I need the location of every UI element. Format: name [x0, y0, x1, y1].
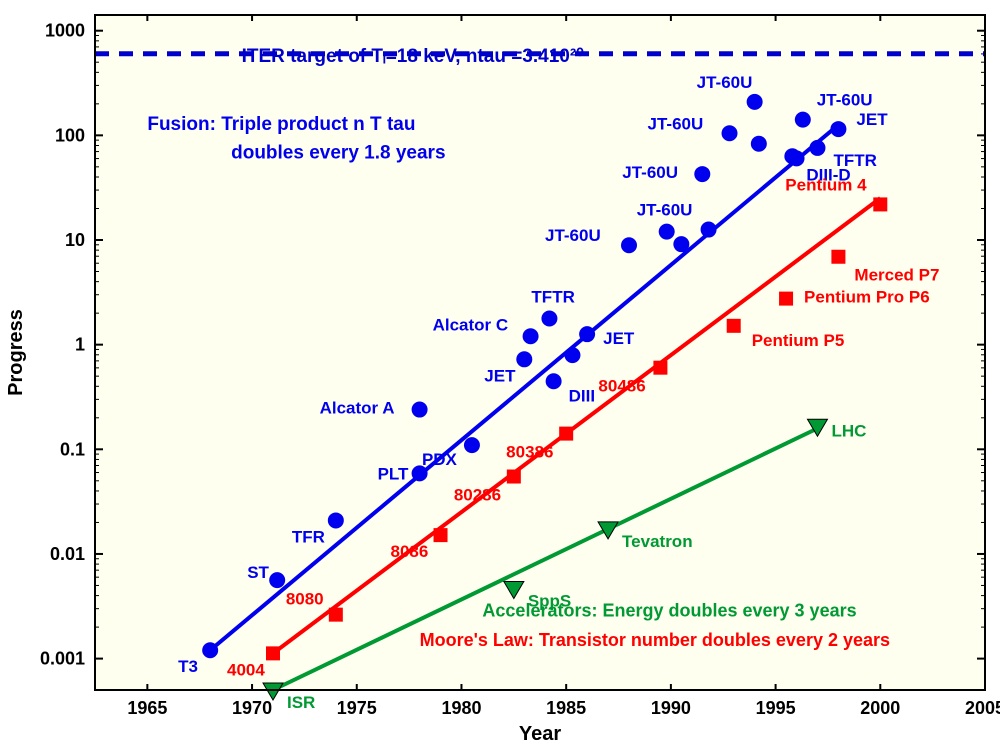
- fusion-point: [564, 347, 580, 363]
- fusion-point-label: JT-60U: [648, 114, 704, 133]
- moore-point-label: Pentium Pro P6: [804, 288, 930, 307]
- fusion-point-label: Alcator C: [433, 315, 509, 334]
- fusion-point-label: JT-60U: [637, 201, 693, 220]
- fusion-point-label: PLT: [378, 464, 409, 483]
- fusion-point-label: ST: [247, 563, 269, 582]
- y-tick-label: 100: [55, 125, 85, 145]
- fusion-point: [269, 572, 285, 588]
- accel-point-label: ISR: [287, 693, 315, 712]
- moore-point-label: 80386: [506, 443, 553, 462]
- x-tick-label: 1995: [756, 698, 796, 718]
- x-tick-label: 1990: [651, 698, 691, 718]
- annotation-fusion2: doubles every 1.8 years: [231, 142, 445, 163]
- fusion-point-label: Alcator A: [320, 399, 395, 418]
- moore-point-label: 80486: [598, 377, 645, 396]
- moore-point: [329, 608, 343, 622]
- x-tick-label: 1970: [232, 698, 272, 718]
- fusion-point-label: PDX: [422, 450, 458, 469]
- fusion-point: [722, 125, 738, 141]
- fusion-point-label: JT-60U: [545, 226, 601, 245]
- fusion-point-label: TFTR: [531, 287, 574, 306]
- moore-point: [727, 319, 741, 333]
- y-tick-label: 0.001: [40, 649, 85, 669]
- x-tick-label: 1975: [337, 698, 377, 718]
- fusion-point: [412, 402, 428, 418]
- fusion-point: [830, 121, 846, 137]
- fusion-point: [747, 94, 763, 110]
- fusion-point-label: TFR: [292, 527, 325, 546]
- moore-point-label: Pentium P5: [752, 331, 845, 350]
- fusion-point: [789, 150, 805, 166]
- x-axis-label: Year: [519, 723, 561, 745]
- fusion-point: [516, 351, 532, 367]
- fusion-point: [546, 373, 562, 389]
- fusion-point: [464, 437, 480, 453]
- fusion-point: [809, 140, 825, 156]
- annotation-accel_law: Accelerators: Energy doubles every 3 yea…: [482, 601, 856, 621]
- y-tick-label: 10: [65, 230, 85, 250]
- accel-point-label: Tevatron: [622, 532, 693, 551]
- fusion-point: [579, 326, 595, 342]
- annotation-moore_law: Moore's Law: Transistor number doubles e…: [420, 630, 890, 650]
- fusion-point: [659, 224, 675, 240]
- fusion-point: [673, 236, 689, 252]
- fusion-point: [795, 112, 811, 128]
- y-tick-label: 1000: [45, 21, 85, 41]
- fusion-point-label: JT-60U: [817, 91, 873, 110]
- moore-point: [434, 528, 448, 542]
- moore-point-label: Merced P7: [854, 266, 939, 285]
- y-tick-label: 0.1: [60, 439, 85, 459]
- y-tick-label: 1: [75, 335, 85, 355]
- moore-point: [873, 197, 887, 211]
- moore-point-label: 4004: [227, 660, 265, 679]
- x-tick-label: 1965: [127, 698, 167, 718]
- fusion-point: [328, 512, 344, 528]
- moore-point-label: 8080: [286, 590, 324, 609]
- fusion-point-label: T3: [178, 657, 198, 676]
- fusion-point: [694, 166, 710, 182]
- x-tick-label: 2000: [860, 698, 900, 718]
- fusion-point: [701, 222, 717, 238]
- fusion-point-label: TFTR: [833, 151, 876, 170]
- moore-point: [779, 292, 793, 306]
- x-tick-label: 2005: [965, 698, 1000, 718]
- y-axis-label: Progress: [5, 309, 27, 396]
- annotation-iter_target: ITER target of Tᵢ=18 keV, ntau =3.410²⁰: [242, 46, 585, 67]
- fusion-point: [523, 328, 539, 344]
- fusion-point-label: JET: [856, 110, 888, 129]
- moore-point-label: Pentium 4: [785, 175, 867, 194]
- x-tick-label: 1985: [546, 698, 586, 718]
- moore-point: [266, 646, 280, 660]
- fusion-point-label: JT-60U: [622, 163, 678, 182]
- y-tick-label: 0.01: [50, 544, 85, 564]
- fusion-point: [621, 237, 637, 253]
- moore-point: [507, 470, 521, 484]
- fusion-point-label: JET: [603, 329, 635, 348]
- fusion-point: [202, 642, 218, 658]
- fusion-point-label: JET: [484, 366, 516, 385]
- fusion-point: [751, 136, 767, 152]
- accel-point-label: LHC: [831, 421, 866, 440]
- moore-point: [653, 361, 667, 375]
- x-tick-label: 1980: [441, 698, 481, 718]
- annotation-fusion1: Fusion: Triple product n T tau: [147, 114, 415, 135]
- moore-point-label: 8086: [391, 542, 429, 561]
- moore-point-label: 80286: [454, 486, 501, 505]
- fusion-point: [541, 310, 557, 326]
- moore-point: [831, 250, 845, 264]
- moore-point: [559, 427, 573, 441]
- fusion-point-label: JT-60U: [697, 73, 753, 92]
- progress-chart: 1965 1970 1975 1980 1985 1990 1995 2000 2005 Year…: [0, 0, 1000, 750]
- fusion-point-label: DIII: [569, 386, 595, 405]
